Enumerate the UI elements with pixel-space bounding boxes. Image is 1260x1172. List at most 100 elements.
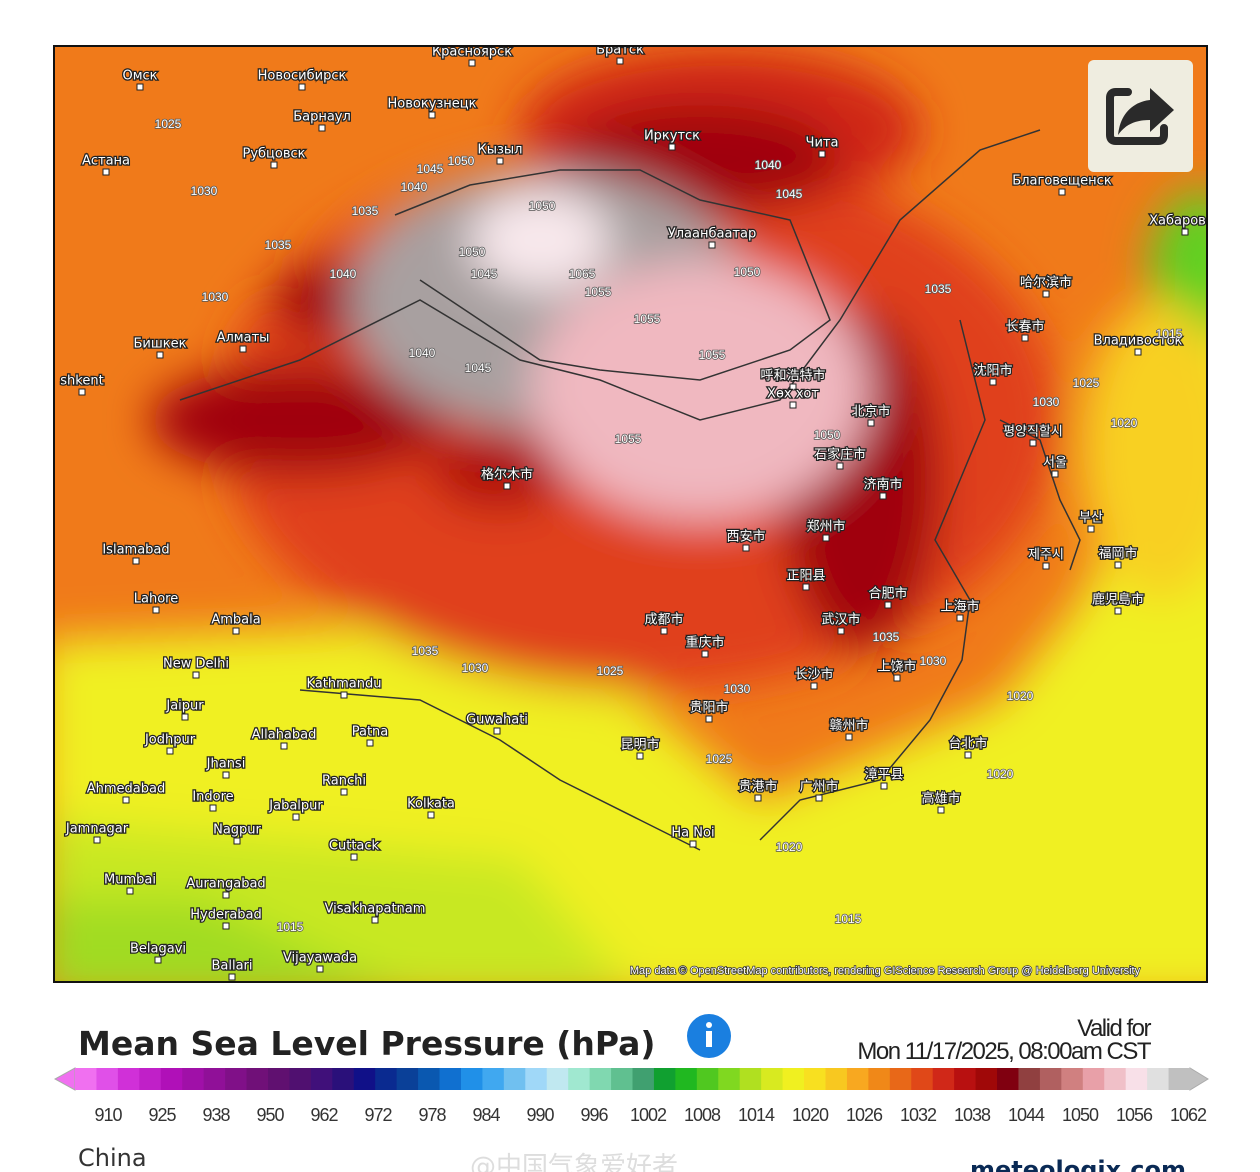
share-button[interactable] [1088, 60, 1193, 172]
city-label: 鹿児島市 [1092, 592, 1144, 608]
city-marker [1114, 607, 1122, 615]
city-label: Jhansi [206, 757, 246, 772]
city-label: 成都市 [644, 612, 683, 628]
city-label: Allahabad [252, 728, 317, 743]
city-marker [318, 124, 326, 132]
colorbar-swatch [482, 1068, 505, 1090]
colorbar-swatch [782, 1068, 805, 1090]
city-marker [209, 804, 217, 812]
city-label: Lahore [134, 592, 178, 607]
colorbar-swatch [289, 1068, 312, 1090]
city-marker [989, 378, 997, 386]
city-label: Ambala [211, 613, 260, 628]
city-marker [132, 557, 140, 565]
city-label: Jaipur [165, 699, 204, 714]
colorbar-swatch [589, 1068, 612, 1090]
city-marker [468, 59, 476, 67]
city-marker [427, 811, 435, 819]
isobar-label: 1035 [352, 204, 379, 218]
isobar-label: 1050 [814, 428, 841, 442]
city-marker [789, 401, 797, 409]
isobar-label: 1015 [835, 912, 862, 926]
city-label: New Delhi [163, 657, 229, 672]
city-label: Чита [806, 136, 839, 151]
city-label: Рубцовск [242, 147, 305, 162]
colorbar-swatch [1061, 1068, 1084, 1090]
isobar-label: 1055 [634, 312, 661, 326]
valid-time: Mon 11/17/2025, 08:00am CST [857, 1038, 1151, 1065]
colorbar: 910 925 938 950 962 972 978 984 990 996 1002 1008 10… [53, 1067, 1209, 1125]
isobar-label: 1020 [1007, 689, 1034, 703]
city-label: 上海市 [940, 599, 979, 615]
colorbar-tick-label: 1020 [792, 1105, 829, 1125]
city-marker [366, 739, 374, 747]
city-label: Владивосток [1094, 334, 1183, 349]
isobar-label: 1020 [776, 840, 803, 854]
isobar-label: 1035 [265, 238, 292, 252]
colorbar-swatch [418, 1068, 441, 1090]
city-marker [233, 837, 241, 845]
city-label: 西安市 [726, 529, 765, 545]
city-marker [316, 965, 324, 973]
colorbar-swatch [911, 1068, 934, 1090]
city-marker [880, 782, 888, 790]
colorbar-swatch [139, 1068, 162, 1090]
city-label: Улаанбаатар [668, 227, 756, 242]
colorbar-swatch [332, 1068, 355, 1090]
city-label: 格尔木市 [481, 467, 533, 483]
title: Mean Sea Level Pressure (hPa) [78, 1024, 655, 1063]
isobar-label: 1035 [412, 644, 439, 658]
city-marker [837, 627, 845, 635]
isobar-label: 1025 [155, 117, 182, 131]
colorbar-swatch [932, 1068, 955, 1090]
city-label: Kolkata [407, 797, 455, 812]
city-marker [192, 671, 200, 679]
colorbar-tick-label: 1038 [954, 1105, 991, 1125]
city-marker [636, 752, 644, 760]
city-marker [503, 482, 511, 490]
share-box[interactable] [1106, 88, 1168, 145]
city-label: Бишкек [134, 337, 187, 352]
city-label: 长沙市 [794, 667, 833, 683]
city-label: Visakhapatnam [325, 902, 426, 917]
city-marker [493, 727, 501, 735]
colorbar-tick-label: 978 [418, 1105, 446, 1125]
colorbar-swatch [611, 1068, 633, 1090]
city-label: 漳平县 [864, 767, 903, 783]
city-marker [754, 794, 762, 802]
isobar-label: 1030 [1033, 395, 1060, 409]
colorbar-swatch [653, 1068, 676, 1090]
valid-label: Valid for [1077, 1015, 1151, 1042]
isobar-label: 1040 [330, 267, 357, 281]
colorbar-swatch [503, 1068, 526, 1090]
city-marker [822, 534, 830, 542]
borders [179, 129, 1081, 851]
colorbar-swatch [696, 1068, 719, 1090]
city-label: 高雄市 [921, 791, 960, 807]
info-icon[interactable] [687, 1014, 731, 1058]
city-marker [893, 674, 901, 682]
isobar-label: 1040 [755, 158, 782, 172]
city-label: Алматы [217, 331, 270, 346]
colorbar-swatch [310, 1068, 333, 1090]
info-dot[interactable] [706, 1022, 712, 1028]
city-marker [884, 601, 892, 609]
isobar-label: 1030 [191, 184, 218, 198]
info-stem[interactable] [706, 1031, 712, 1047]
colorbar-swatch [375, 1068, 398, 1090]
city-label: Nagpur [213, 823, 261, 838]
share-arrow[interactable] [1118, 88, 1174, 135]
colorbar-arrow-left [53, 1067, 76, 1091]
city-label: Jabalpur [268, 799, 323, 814]
city-label: Vijayawada [283, 951, 357, 966]
colorbar-swatch [632, 1068, 655, 1090]
colorbar-tick-label: 996 [580, 1105, 608, 1125]
city-label: 广州市 [799, 779, 838, 795]
city-marker [154, 956, 162, 964]
city-marker [232, 627, 240, 635]
city-label: 평양직할시 [1003, 425, 1063, 440]
pressure-map: Омск Новосибирск Барнаул Новокузнецк Красноя… [55, 47, 1206, 981]
colorbar-swatch [117, 1068, 140, 1090]
colorbar-swatch [739, 1068, 762, 1090]
city-label: 正阳县 [786, 569, 825, 584]
